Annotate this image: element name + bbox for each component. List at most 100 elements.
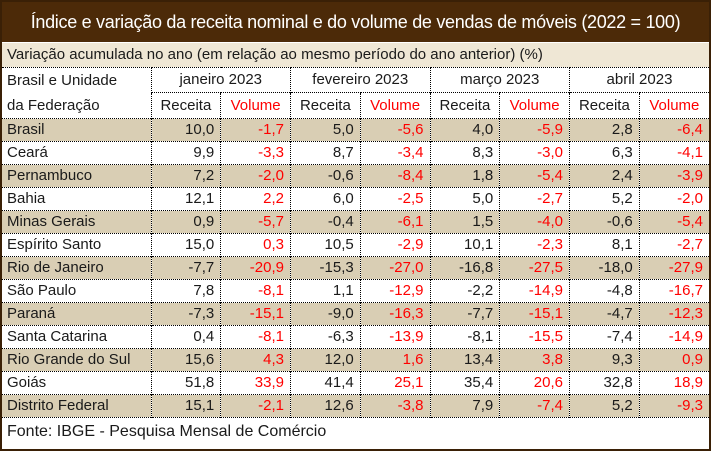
source-row: Fonte: IBGE - Pesquisa Mensal de Comérci… bbox=[2, 416, 709, 447]
receita-value: 51,8 bbox=[150, 370, 221, 394]
table-row: Ceará 9,9 -3,3 8,7 -3,4 8,3 -3,0 6,3 -4,1 bbox=[2, 140, 709, 164]
receita-value: 5,2 bbox=[569, 186, 640, 210]
volume-value: -2,7 bbox=[499, 186, 570, 210]
volume-value: -20,9 bbox=[220, 255, 291, 279]
volume-value: -5,4 bbox=[499, 163, 570, 187]
month-header-february: fevereiro 2023 bbox=[290, 67, 430, 93]
region-label: Pernambuco bbox=[2, 163, 151, 187]
receita-value: -18,0 bbox=[569, 255, 640, 279]
region-label: Brasil bbox=[2, 117, 151, 141]
month-header-january: janeiro 2023 bbox=[150, 67, 291, 93]
volume-value: -8,4 bbox=[359, 163, 430, 187]
receita-value: 5,0 bbox=[290, 117, 361, 141]
receita-value: 35,4 bbox=[429, 370, 500, 394]
receita-value: 0,4 bbox=[150, 324, 221, 348]
volume-value: -6,1 bbox=[359, 209, 430, 233]
receita-header: Receita bbox=[569, 92, 640, 118]
month-header-april: abril 2023 bbox=[569, 67, 709, 93]
volume-header: Volume bbox=[499, 92, 570, 118]
receita-value: 8,3 bbox=[429, 140, 500, 164]
receita-value: 15,1 bbox=[150, 393, 221, 417]
receita-value: -9,0 bbox=[290, 301, 361, 325]
region-label: Bahia bbox=[2, 186, 151, 210]
report-title: Índice e variação da receita nominal e d… bbox=[2, 2, 709, 43]
volume-header: Volume bbox=[359, 92, 430, 118]
region-label: Distrito Federal bbox=[2, 393, 151, 417]
region-column-header: Brasil e Unidade da Federação bbox=[2, 67, 151, 118]
volume-value: -2,0 bbox=[638, 186, 709, 210]
receita-header: Receita bbox=[290, 92, 361, 118]
table-subtitle-row: Variação acumulada no ano (em relação ao… bbox=[2, 43, 709, 68]
volume-value: -27,9 bbox=[638, 255, 709, 279]
receita-value: 5,0 bbox=[429, 186, 500, 210]
receita-value: 10,1 bbox=[429, 232, 500, 256]
receita-value: -7,7 bbox=[150, 255, 221, 279]
volume-value: 0,3 bbox=[220, 232, 291, 256]
volume-header: Volume bbox=[638, 92, 709, 118]
volume-value: 33,9 bbox=[220, 370, 291, 394]
receita-value: 7,8 bbox=[150, 278, 221, 302]
receita-value: 1,8 bbox=[429, 163, 500, 187]
volume-value: -3,0 bbox=[499, 140, 570, 164]
volume-value: -7,4 bbox=[499, 393, 570, 417]
volume-value: 4,3 bbox=[220, 347, 291, 371]
receita-value: -6,3 bbox=[290, 324, 361, 348]
region-label: São Paulo bbox=[2, 278, 151, 302]
receita-value: 6,3 bbox=[569, 140, 640, 164]
receita-value: -7,4 bbox=[569, 324, 640, 348]
receita-value: 5,2 bbox=[569, 393, 640, 417]
volume-value: -5,6 bbox=[359, 117, 430, 141]
region-label: Rio de Janeiro bbox=[2, 255, 151, 279]
volume-value: -3,3 bbox=[220, 140, 291, 164]
volume-value: -3,9 bbox=[638, 163, 709, 187]
receita-value: 8,7 bbox=[290, 140, 361, 164]
receita-value: 12,0 bbox=[290, 347, 361, 371]
receita-value: 9,9 bbox=[150, 140, 221, 164]
receita-value: 2,8 bbox=[569, 117, 640, 141]
region-label: Espírito Santo bbox=[2, 232, 151, 256]
receita-value: -16,8 bbox=[429, 255, 500, 279]
volume-value: -12,3 bbox=[638, 301, 709, 325]
receita-value: 32,8 bbox=[569, 370, 640, 394]
receita-value: 12,1 bbox=[150, 186, 221, 210]
region-label: Goiás bbox=[2, 370, 151, 394]
receita-value: 8,1 bbox=[569, 232, 640, 256]
volume-value: 20,6 bbox=[499, 370, 570, 394]
volume-value: -2,1 bbox=[220, 393, 291, 417]
volume-value: -16,7 bbox=[638, 278, 709, 302]
table-row: Goiás 51,8 33,9 41,4 25,1 35,4 20,6 32,8 18,9 bbox=[2, 370, 709, 394]
volume-value: -8,1 bbox=[220, 324, 291, 348]
volume-value: 25,1 bbox=[359, 370, 430, 394]
measure-header-row: Receita Volume Receita Volume Receita Vo… bbox=[2, 92, 709, 118]
volume-value: -2,3 bbox=[499, 232, 570, 256]
receita-value: 9,3 bbox=[569, 347, 640, 371]
receita-value: 1,1 bbox=[290, 278, 361, 302]
receita-value: -0,6 bbox=[290, 163, 361, 187]
volume-value: 0,9 bbox=[638, 347, 709, 371]
volume-value: -9,3 bbox=[638, 393, 709, 417]
receita-value: -4,8 bbox=[569, 278, 640, 302]
table-row: São Paulo 7,8 -8,1 1,1 -12,9 -2,2 -14,9 -4,8 -16… bbox=[2, 278, 709, 302]
region-label: Ceará bbox=[2, 140, 151, 164]
receita-value: 10,5 bbox=[290, 232, 361, 256]
table-row: Minas Gerais 0,9 -5,7 -0,4 -6,1 1,5 -4,0 -0,6 -5… bbox=[2, 209, 709, 233]
region-label: Santa Catarina bbox=[2, 324, 151, 348]
volume-header: Volume bbox=[220, 92, 291, 118]
volume-value: 2,2 bbox=[220, 186, 291, 210]
receita-value: 4,0 bbox=[429, 117, 500, 141]
receita-value: -0,6 bbox=[569, 209, 640, 233]
volume-value: -13,9 bbox=[359, 324, 430, 348]
volume-value: -4,1 bbox=[638, 140, 709, 164]
volume-value: 1,6 bbox=[359, 347, 430, 371]
receita-value: 7,2 bbox=[150, 163, 221, 187]
table-row: Pernambuco 7,2 -2,0 -0,6 -8,4 1,8 -5,4 2,4 -3,9 bbox=[2, 163, 709, 187]
region-label: Minas Gerais bbox=[2, 209, 151, 233]
receita-value: -7,3 bbox=[150, 301, 221, 325]
volume-value: -5,7 bbox=[220, 209, 291, 233]
receita-header: Receita bbox=[150, 92, 221, 118]
receita-value: 12,6 bbox=[290, 393, 361, 417]
receita-value: -0,4 bbox=[290, 209, 361, 233]
receita-value: -7,7 bbox=[429, 301, 500, 325]
volume-value: -15,5 bbox=[499, 324, 570, 348]
